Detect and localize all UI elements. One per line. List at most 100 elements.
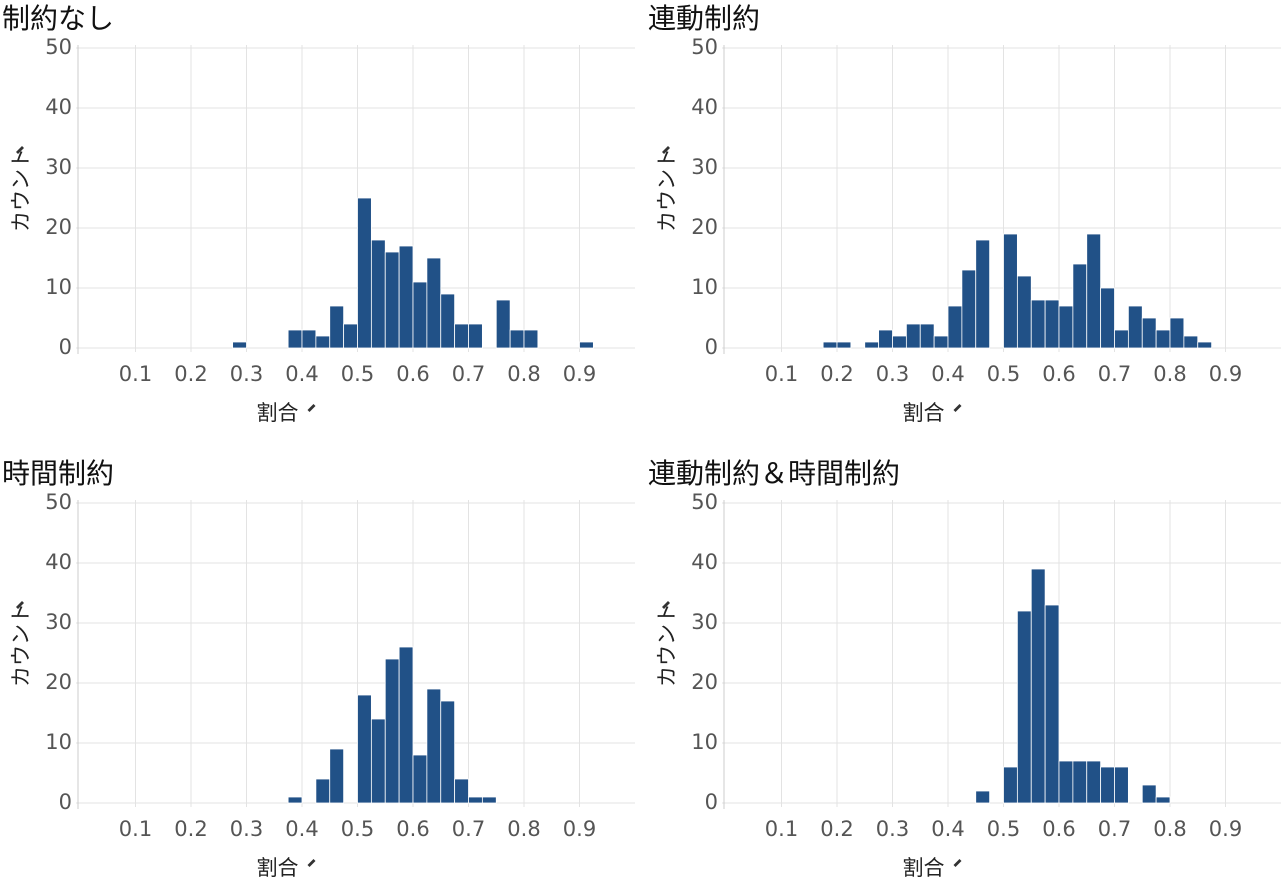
x-tick-label: 0.1 bbox=[119, 362, 152, 386]
bar bbox=[495, 299, 511, 349]
bar bbox=[1072, 760, 1088, 804]
pin-icon bbox=[662, 601, 670, 609]
bar bbox=[370, 239, 386, 349]
pin-icon bbox=[953, 859, 962, 867]
y-tick-label: 10 bbox=[691, 730, 718, 754]
chart-title: 連動制約＆時間制約 bbox=[648, 457, 900, 490]
bar bbox=[961, 269, 977, 349]
bar bbox=[357, 694, 372, 804]
bar bbox=[481, 796, 497, 804]
bar bbox=[1058, 760, 1074, 804]
y-tick-label: 30 bbox=[45, 155, 72, 179]
bar bbox=[315, 778, 331, 804]
x-tick-label: 0.3 bbox=[230, 817, 263, 841]
bar bbox=[1003, 766, 1018, 804]
bar bbox=[1072, 263, 1088, 349]
bar bbox=[1044, 604, 1060, 804]
bar bbox=[1016, 610, 1032, 804]
x-axis-title: 割合 bbox=[257, 856, 299, 880]
bar bbox=[384, 658, 400, 804]
x-tick-label: 0.1 bbox=[765, 362, 798, 386]
bar bbox=[426, 257, 442, 349]
bar bbox=[1058, 305, 1074, 349]
x-tick-label: 0.9 bbox=[1209, 817, 1242, 841]
y-tick-label: 50 bbox=[45, 490, 72, 514]
bar bbox=[579, 341, 594, 349]
x-tick-label: 0.2 bbox=[820, 362, 853, 386]
x-tick-label: 0.7 bbox=[452, 817, 485, 841]
bar bbox=[1003, 233, 1018, 349]
y-tick-label: 50 bbox=[691, 490, 718, 514]
x-tick-label: 0.4 bbox=[931, 817, 964, 841]
bar bbox=[1016, 275, 1032, 349]
y-tick-label: 30 bbox=[45, 610, 72, 634]
bar bbox=[836, 341, 852, 349]
bar bbox=[454, 778, 469, 804]
bar bbox=[1114, 329, 1129, 349]
x-tick-label: 0.3 bbox=[876, 362, 909, 386]
y-tick-label: 50 bbox=[45, 35, 72, 59]
bar bbox=[1086, 233, 1102, 349]
y-tick-label: 20 bbox=[691, 215, 718, 239]
x-tick-label: 0.9 bbox=[563, 362, 596, 386]
x-axis-title: 割合 bbox=[903, 401, 945, 425]
bar bbox=[1114, 766, 1129, 804]
bar bbox=[287, 796, 303, 804]
y-tick-label: 50 bbox=[691, 35, 718, 59]
bar bbox=[468, 323, 483, 349]
y-axis-title: カウント bbox=[9, 603, 33, 687]
y-tick-label: 40 bbox=[45, 95, 72, 119]
pin-icon bbox=[953, 404, 962, 412]
bar bbox=[1169, 317, 1185, 349]
x-tick-label: 0.6 bbox=[396, 362, 429, 386]
y-axis-title: カウント bbox=[655, 603, 679, 687]
bar bbox=[947, 305, 963, 349]
bar bbox=[412, 281, 428, 349]
bar bbox=[454, 323, 469, 349]
bar bbox=[1044, 299, 1060, 349]
bar bbox=[468, 796, 483, 804]
bar bbox=[1086, 760, 1102, 804]
y-tick-label: 0 bbox=[59, 790, 72, 814]
bar bbox=[370, 718, 386, 804]
bar bbox=[1100, 287, 1115, 349]
x-tick-label: 0.5 bbox=[987, 362, 1020, 386]
bar bbox=[822, 341, 838, 349]
y-tick-label: 40 bbox=[691, 550, 718, 574]
bar bbox=[426, 688, 442, 804]
x-tick-label: 0.6 bbox=[396, 817, 429, 841]
bar bbox=[905, 323, 921, 349]
x-tick-label: 0.2 bbox=[820, 817, 853, 841]
x-tick-label: 0.8 bbox=[507, 362, 540, 386]
bar bbox=[1141, 784, 1157, 804]
pin-icon bbox=[662, 146, 670, 154]
bar bbox=[892, 335, 907, 349]
y-axis-title: カウント bbox=[655, 148, 679, 232]
x-tick-label: 0.1 bbox=[119, 817, 152, 841]
y-tick-label: 0 bbox=[705, 790, 718, 814]
bar bbox=[509, 329, 525, 349]
y-tick-label: 0 bbox=[59, 335, 72, 359]
bar bbox=[440, 700, 456, 804]
x-tick-label: 0.5 bbox=[987, 817, 1020, 841]
bar bbox=[975, 239, 991, 349]
y-tick-label: 40 bbox=[691, 95, 718, 119]
bar bbox=[864, 341, 880, 349]
bar bbox=[878, 329, 893, 349]
bar bbox=[440, 293, 456, 349]
bar bbox=[301, 329, 317, 349]
x-tick-label: 0.5 bbox=[341, 362, 374, 386]
x-tick-label: 0.4 bbox=[285, 362, 318, 386]
bar bbox=[398, 646, 414, 804]
x-tick-label: 0.1 bbox=[765, 817, 798, 841]
bar bbox=[1183, 335, 1199, 349]
y-tick-label: 10 bbox=[45, 730, 72, 754]
bar bbox=[398, 245, 414, 349]
x-tick-label: 0.3 bbox=[876, 817, 909, 841]
bar bbox=[1030, 299, 1046, 349]
y-axis-title: カウント bbox=[9, 148, 33, 232]
pin-icon bbox=[16, 601, 24, 609]
bar bbox=[329, 748, 345, 804]
x-tick-label: 0.7 bbox=[452, 362, 485, 386]
